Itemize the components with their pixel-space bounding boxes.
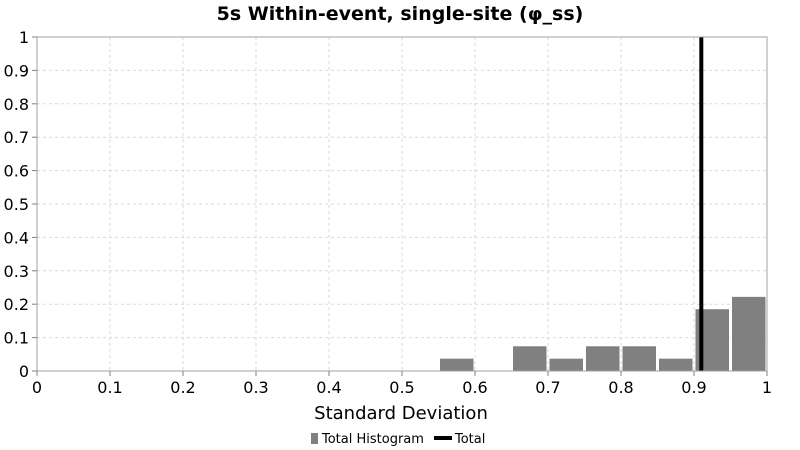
y-tick-label: 0.9	[4, 61, 29, 80]
y-tick-label: 0.3	[4, 262, 29, 281]
histogram-bar	[549, 358, 583, 371]
x-tick-label: 0.4	[316, 378, 341, 397]
legend-label-total-histogram: Total Histogram	[321, 432, 424, 447]
y-tick-label: 0.4	[4, 228, 29, 247]
y-tick-label: 0.2	[4, 295, 29, 314]
legend-swatch-total	[434, 436, 452, 440]
x-tick-label: 1	[762, 378, 772, 397]
y-tick-label: 0.1	[4, 329, 29, 348]
chart-title: 5s Within-event, single-site (φ_ss)	[217, 3, 584, 25]
y-tick-label: 0.8	[4, 95, 29, 114]
x-tick-label: 0	[32, 378, 42, 397]
y-tick-label: 0.5	[4, 195, 29, 214]
x-tick-label: 0.5	[389, 378, 414, 397]
y-tick-label: 0.7	[4, 128, 29, 147]
x-tick-label: 0.9	[681, 378, 706, 397]
x-tick-label: 0.1	[97, 378, 122, 397]
y-tick-label: 1	[19, 28, 29, 47]
x-tick-label: 0.3	[243, 378, 268, 397]
legend-swatch-total-histogram	[311, 433, 318, 444]
x-axis-ticks: 0 0.1 0.2 0.3 0.4 0.5 0.6 0.7 0.8 0.9 1	[32, 371, 772, 397]
x-tick-label: 0.8	[608, 378, 633, 397]
histogram-bar	[440, 358, 474, 371]
histogram-bar	[586, 346, 620, 371]
y-tick-label: 0.6	[4, 162, 29, 181]
histogram-bar	[622, 346, 656, 371]
x-tick-label: 0.7	[535, 378, 560, 397]
histogram-bars	[440, 296, 766, 371]
histogram-bar	[513, 346, 547, 371]
x-axis-label: Standard Deviation	[314, 403, 488, 424]
legend: Total Histogram Total	[311, 432, 485, 447]
x-tick-label: 0.2	[170, 378, 195, 397]
x-tick-label: 0.6	[462, 378, 487, 397]
grid-lines	[37, 37, 767, 371]
histogram-bar	[659, 358, 693, 371]
y-tick-label: 0	[19, 362, 29, 381]
legend-label-total: Total	[454, 432, 485, 447]
y-axis-ticks: 0 0.1 0.2 0.3 0.4 0.5 0.6 0.7 0.8 0.9 1	[4, 28, 37, 381]
histogram-bar	[732, 296, 766, 371]
